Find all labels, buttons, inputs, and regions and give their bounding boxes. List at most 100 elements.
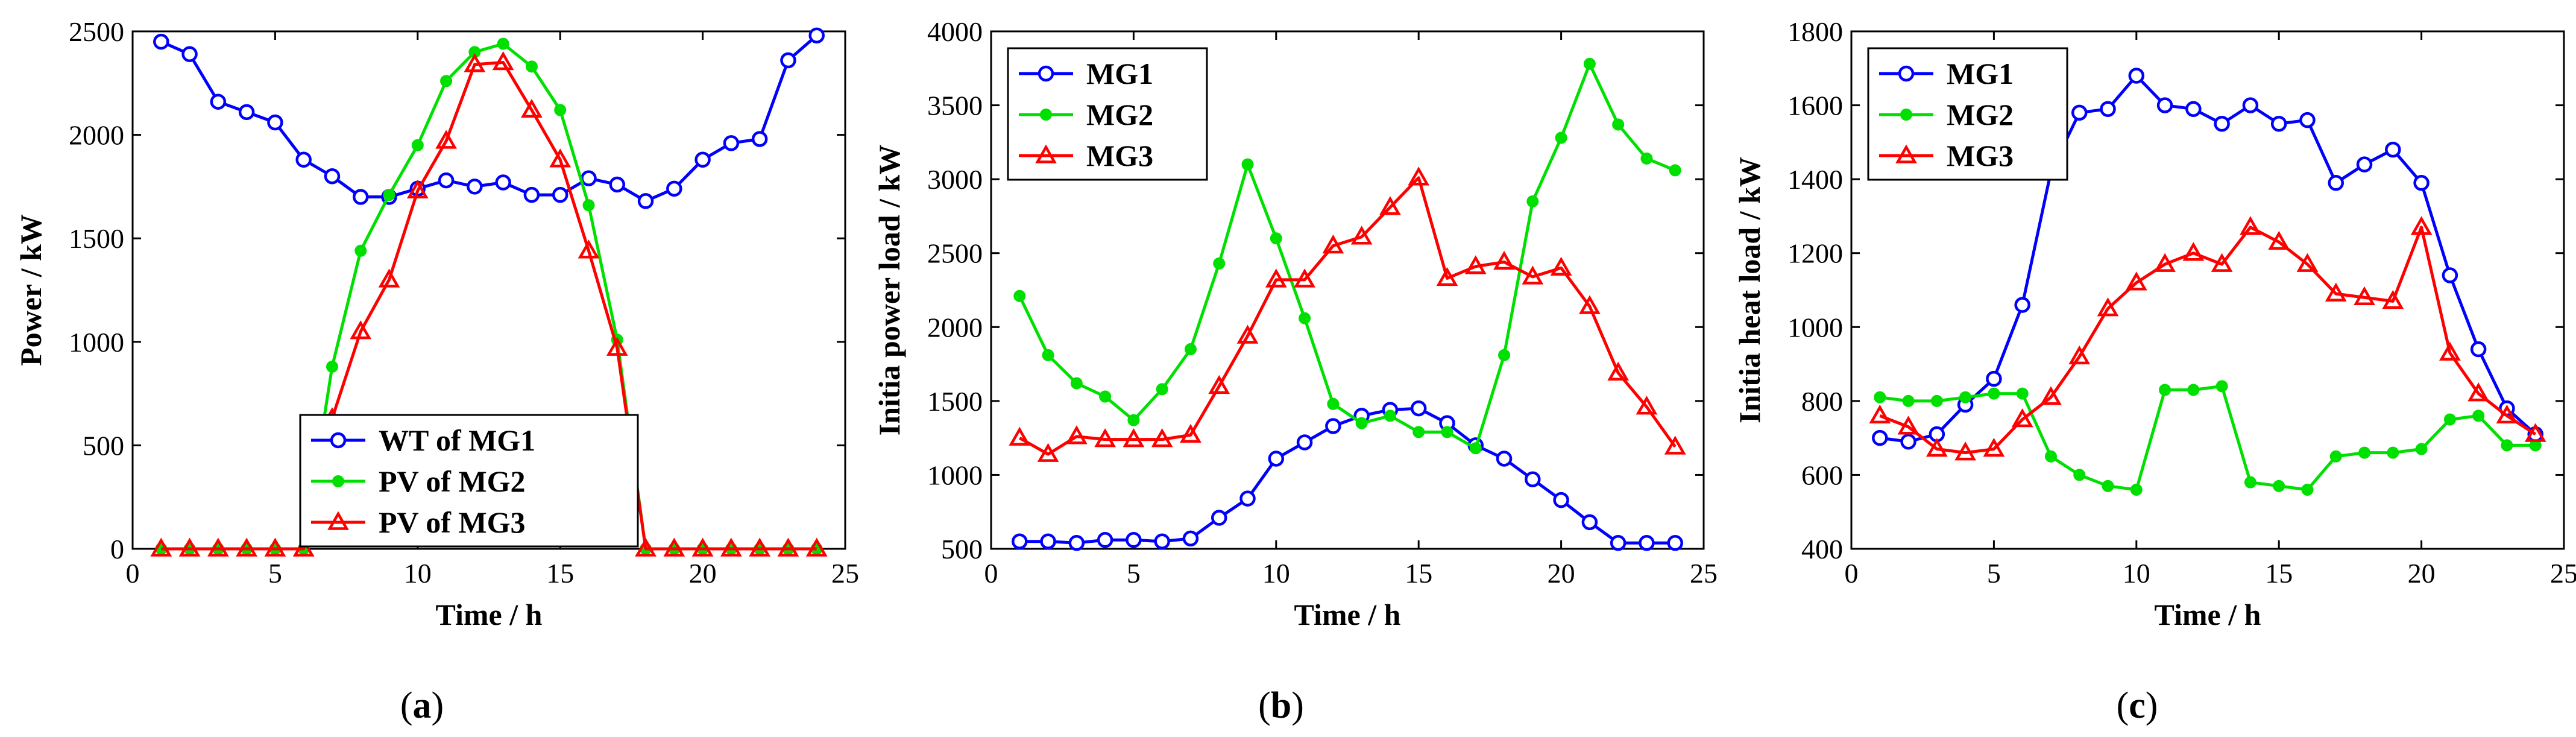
data-point bbox=[1669, 164, 1681, 177]
data-point bbox=[2524, 423, 2546, 442]
data-point bbox=[1930, 394, 1943, 407]
data-point bbox=[1037, 443, 1059, 462]
data-point bbox=[1954, 441, 1976, 461]
legend-swatch-marker bbox=[1035, 144, 1057, 163]
data-point bbox=[2068, 345, 2091, 365]
y-tick-label: 2500 bbox=[69, 16, 124, 47]
x-tick-label: 15 bbox=[2265, 558, 2293, 589]
panel-caption: (b) bbox=[1258, 685, 1304, 726]
data-point bbox=[2268, 230, 2290, 250]
data-point bbox=[521, 98, 543, 118]
data-point bbox=[1639, 534, 1655, 551]
data-point bbox=[292, 537, 315, 557]
series-line bbox=[1879, 384, 2536, 492]
series-line bbox=[1018, 62, 1676, 450]
data-point bbox=[805, 537, 828, 557]
legend: MG1 MG2 MG3 bbox=[1867, 47, 2068, 181]
data-point bbox=[1012, 533, 1028, 549]
x-tick-label: 10 bbox=[404, 558, 432, 589]
data-point bbox=[2296, 253, 2319, 272]
legend-entry-label: MG3 bbox=[1086, 139, 1153, 172]
data-point bbox=[295, 151, 312, 168]
data-point bbox=[236, 537, 257, 557]
chart-panel-b: 0 5 10 15 20 25 500 1000 1500 2000 2500 3000 3500 400… bbox=[872, 16, 1718, 726]
y-tick-label: 0 bbox=[110, 534, 124, 565]
x-tick-label: 5 bbox=[1987, 558, 2001, 589]
data-point bbox=[1581, 514, 1598, 531]
data-point bbox=[1583, 57, 1596, 70]
data-point bbox=[1667, 534, 1683, 551]
data-point bbox=[2211, 253, 2233, 272]
data-point bbox=[2215, 380, 2228, 393]
data-point bbox=[238, 104, 255, 121]
data-point bbox=[1498, 349, 1511, 361]
data-point bbox=[1208, 375, 1230, 394]
data-point bbox=[1094, 428, 1116, 448]
data-point bbox=[1493, 250, 1515, 270]
data-point bbox=[2100, 101, 2116, 117]
y-tick-label: 4000 bbox=[927, 16, 983, 47]
data-point bbox=[1869, 404, 1891, 424]
data-point bbox=[1126, 532, 1142, 548]
data-point bbox=[1127, 414, 1140, 426]
data-point bbox=[2385, 141, 2401, 158]
y-tick-label: 2500 bbox=[927, 238, 983, 269]
data-point bbox=[1213, 257, 1226, 270]
data-point bbox=[1874, 391, 1886, 403]
data-point bbox=[581, 170, 597, 186]
data-point bbox=[1610, 534, 1627, 551]
data-point bbox=[2358, 446, 2371, 459]
data-point bbox=[1322, 234, 1344, 254]
data-point bbox=[1640, 152, 1653, 165]
data-point bbox=[1299, 312, 1311, 324]
data-point bbox=[210, 93, 227, 110]
data-point bbox=[178, 537, 201, 557]
data-point bbox=[1612, 118, 1625, 131]
plot-area-frame bbox=[1850, 30, 2565, 550]
caption-open-paren: ( bbox=[2117, 685, 2129, 726]
data-point bbox=[492, 51, 514, 71]
data-point bbox=[1664, 435, 1686, 455]
data-point bbox=[350, 320, 372, 340]
data-point bbox=[2182, 242, 2205, 261]
data-point bbox=[1156, 383, 1168, 396]
data-point bbox=[267, 114, 283, 131]
series-mg3 bbox=[1869, 216, 2546, 461]
data-point bbox=[383, 189, 395, 201]
series-wt-of-mg1 bbox=[153, 27, 825, 209]
x-tick-label: 25 bbox=[1690, 558, 1718, 589]
data-point bbox=[150, 537, 172, 557]
data-point bbox=[1123, 428, 1145, 448]
data-point bbox=[1553, 492, 1569, 508]
legend: MG1 MG2 MG3 bbox=[1007, 47, 1208, 181]
series-mg2 bbox=[1874, 380, 2542, 496]
caption-open-paren: ( bbox=[1258, 685, 1271, 726]
data-point bbox=[1182, 530, 1199, 547]
panel-caption: (c) bbox=[2117, 685, 2158, 726]
data-point bbox=[2301, 483, 2314, 496]
data-point bbox=[1469, 442, 1482, 455]
x-axis-label: Time / h bbox=[2155, 598, 2261, 631]
y-axis-label: Initia heat load / kW bbox=[1733, 157, 1766, 423]
data-point bbox=[1350, 226, 1373, 245]
y-tick-label: 3500 bbox=[927, 90, 983, 121]
data-point bbox=[378, 268, 400, 288]
data-point bbox=[181, 46, 198, 63]
data-point bbox=[153, 33, 169, 50]
data-point bbox=[1013, 289, 1026, 302]
x-tick-label: 0 bbox=[126, 558, 140, 589]
data-point bbox=[2071, 104, 2088, 121]
y-axis-label: Initia power load / kW bbox=[872, 145, 906, 436]
data-point bbox=[2185, 101, 2202, 117]
data-point bbox=[637, 193, 654, 209]
data-point bbox=[2439, 341, 2461, 361]
data-point bbox=[352, 189, 369, 205]
data-point bbox=[207, 537, 229, 557]
y-tick-label: 600 bbox=[1801, 460, 1843, 490]
data-point bbox=[2299, 112, 2316, 128]
chart-panel-c: 0 5 10 15 20 25 400 600 800 1000 1200 1400 1600 1800 T… bbox=[1733, 16, 2576, 726]
y-tick-label: 1000 bbox=[69, 327, 124, 358]
legend-swatch-marker bbox=[332, 475, 344, 487]
data-point bbox=[1099, 390, 1112, 403]
legend-swatch-marker bbox=[1038, 65, 1054, 82]
